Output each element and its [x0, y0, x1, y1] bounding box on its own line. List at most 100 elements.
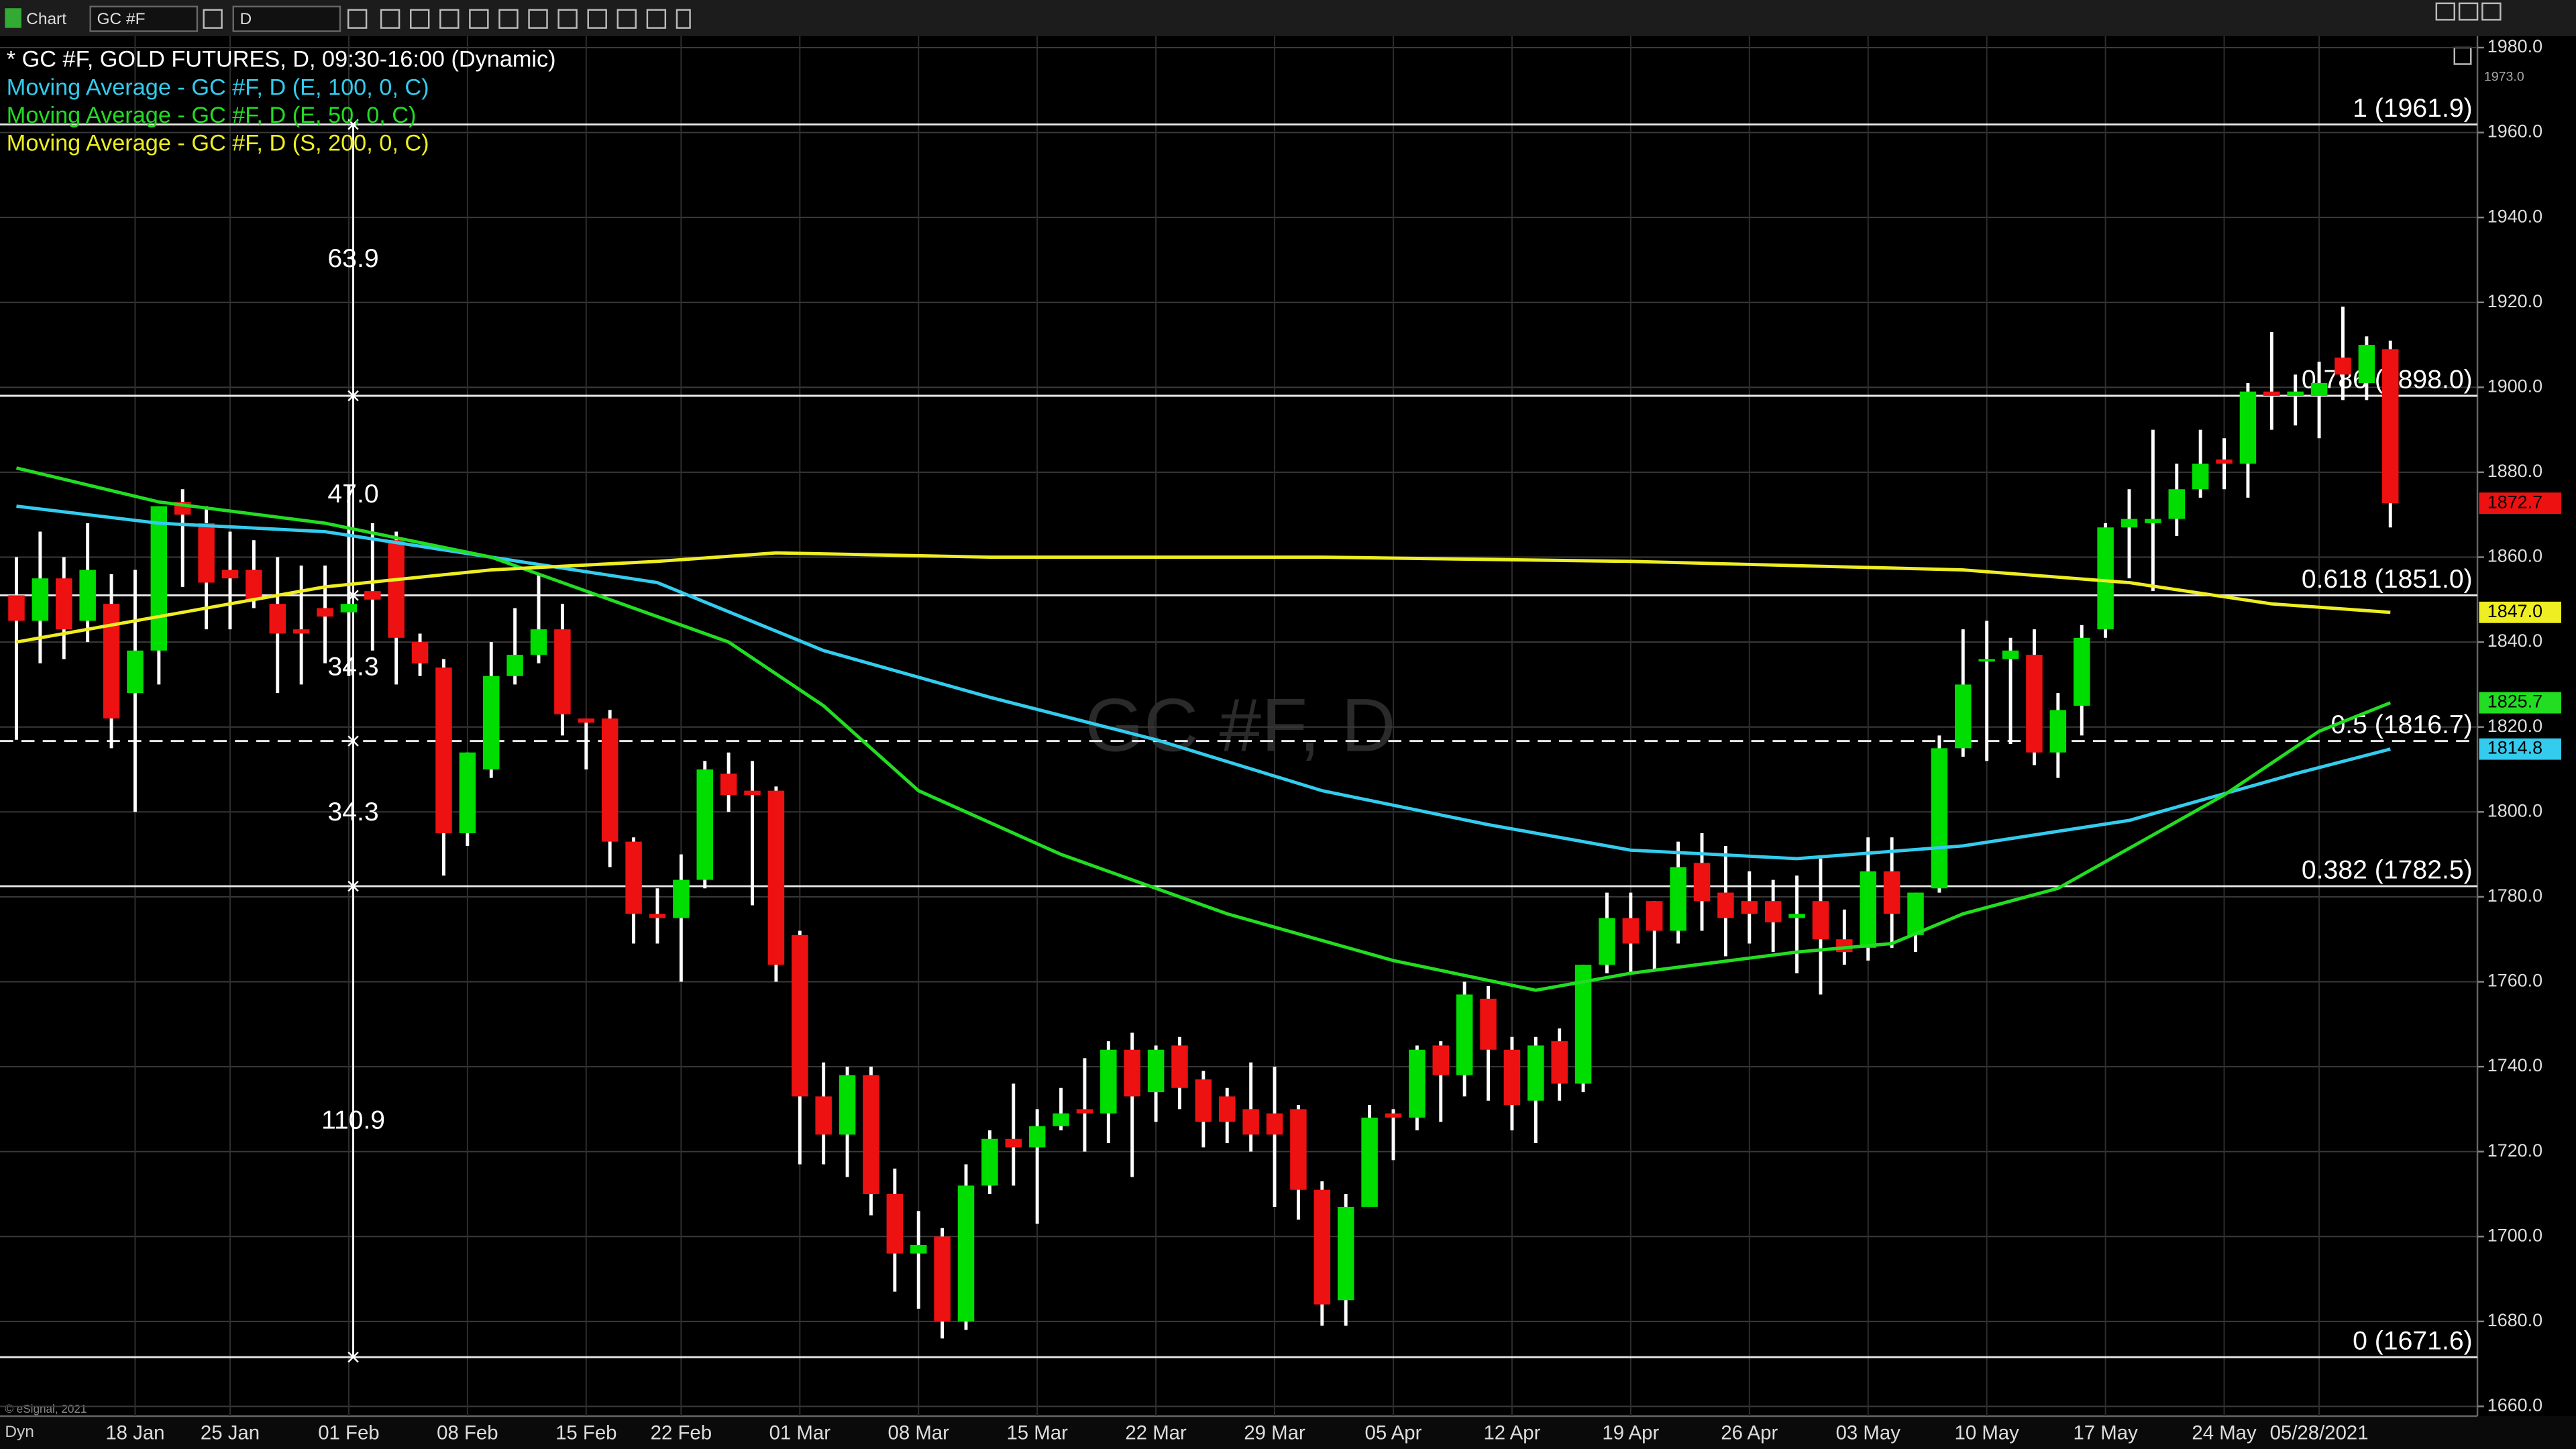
y-tick-label: 1840.0 — [2487, 631, 2542, 651]
tool-icon[interactable] — [498, 9, 519, 29]
candle-body — [127, 650, 144, 694]
candle-body — [2310, 383, 2328, 396]
candle-body — [1551, 1041, 1568, 1084]
x-tick-label: 05 Apr — [1365, 1422, 1422, 1444]
window-button[interactable] — [2458, 2, 2479, 21]
candle-body — [1883, 871, 1900, 914]
candle-body — [2026, 655, 2043, 753]
ruler-label: 47.0 — [327, 480, 378, 508]
candle-body — [2287, 391, 2304, 396]
tool-icon[interactable] — [347, 9, 368, 29]
ruler-tick — [347, 735, 359, 747]
x-tick-label: 19 Apr — [1602, 1422, 1659, 1444]
candle-body — [1717, 892, 1734, 918]
candle-body — [2145, 519, 2161, 523]
interval-box[interactable] — [232, 5, 341, 32]
candle-body — [863, 1075, 879, 1194]
ruler-label: 34.3 — [327, 652, 378, 681]
candle-body — [2192, 464, 2209, 490]
x-tick-label: 25 Jan — [201, 1422, 260, 1444]
tool-icon[interactable] — [557, 9, 578, 29]
candle-body — [1931, 748, 1948, 889]
x-tick-label: 03 May — [1836, 1422, 1901, 1444]
candle-body — [1219, 1096, 1236, 1122]
candle-body — [32, 578, 49, 621]
candle-body — [8, 595, 25, 621]
candle-body — [221, 570, 239, 579]
candle-body — [1456, 994, 1473, 1075]
candle-body — [1955, 684, 1972, 749]
window-button[interactable] — [2435, 2, 2455, 21]
candle-body — [1480, 998, 1497, 1050]
ma-price-marker-label: 1814.8 — [2487, 738, 2542, 758]
x-tick-label: 08 Feb — [437, 1422, 498, 1444]
tool-icon[interactable] — [528, 9, 548, 29]
ma-price-marker-label: 1825.7 — [2487, 692, 2542, 712]
ruler-tick — [347, 880, 359, 892]
interval-input[interactable]: D — [240, 10, 252, 28]
candle-body — [1100, 1049, 1117, 1114]
candle-body — [364, 591, 381, 600]
tool-icon[interactable] — [676, 9, 691, 29]
symbol-box[interactable] — [89, 5, 199, 32]
chart-title: * GC #F, GOLD FUTURES, D, 09:30-16:00 (D… — [7, 47, 556, 72]
candle-body — [1313, 1189, 1331, 1305]
candle-body — [1290, 1109, 1307, 1190]
y-tick-label: 1960.0 — [2487, 121, 2542, 142]
tool-icon[interactable] — [203, 9, 223, 29]
candle-body — [2002, 650, 2019, 659]
y-tick-label: 1900.0 — [2487, 376, 2542, 396]
candle-body — [1171, 1045, 1188, 1088]
watermark: GC #F, D — [1085, 683, 1395, 767]
candle-body — [1124, 1049, 1140, 1097]
candle-body — [530, 629, 547, 655]
candle-body — [198, 523, 215, 583]
candle-body — [696, 769, 713, 880]
candle-body — [292, 629, 310, 634]
y-tick-label: 1800.0 — [2487, 800, 2542, 820]
candle-body — [79, 570, 96, 621]
tool-icon[interactable] — [587, 9, 607, 29]
candle-body — [2358, 345, 2375, 384]
tool-icon[interactable] — [646, 9, 667, 29]
candle-body — [2049, 710, 2067, 753]
candle-body — [1361, 1118, 1378, 1207]
ruler-tick — [347, 119, 359, 130]
ma-price-marker — [2479, 601, 2561, 623]
candle-body — [1599, 918, 1615, 965]
candle-body — [150, 506, 168, 651]
candle-body — [1266, 1113, 1283, 1135]
candle-body — [792, 934, 808, 1097]
candle-body — [435, 667, 452, 833]
tool-icon[interactable] — [469, 9, 489, 29]
tool-icon[interactable] — [616, 9, 637, 29]
ma-price-marker-label: 1847.0 — [2487, 601, 2542, 621]
tool-icon[interactable] — [439, 9, 460, 29]
x-tick-label: 18 Jan — [105, 1422, 164, 1444]
last-price-marker-label: 1872.7 — [2487, 492, 2542, 512]
y-tick-label: 1680.0 — [2487, 1310, 2542, 1330]
candle-body — [839, 1075, 856, 1135]
tool-icon[interactable] — [380, 9, 400, 29]
candle-body — [1028, 1126, 1046, 1148]
candle-body — [767, 790, 785, 965]
candle-body — [649, 914, 666, 918]
candle-body — [1409, 1049, 1426, 1118]
tool-icon[interactable] — [410, 9, 430, 29]
symbol-input[interactable]: GC #F — [97, 10, 145, 28]
candle-body — [2073, 637, 2090, 706]
x-tick-label: 22 Mar — [1125, 1422, 1187, 1444]
x-tick-label: 01 Mar — [769, 1422, 831, 1444]
last-price-marker — [2479, 492, 2561, 515]
candle-body — [2239, 391, 2257, 464]
candle-body — [1053, 1113, 1069, 1126]
candle-body — [1076, 1109, 1093, 1114]
candle-body — [601, 718, 619, 842]
y-tick-label: 1780.0 — [2487, 885, 2542, 906]
candle-body — [981, 1138, 998, 1186]
tool-icons[interactable] — [203, 2, 2502, 65]
window-button[interactable] — [2481, 2, 2502, 21]
ma-line — [16, 504, 2391, 861]
y-tick-label: 1760.0 — [2487, 971, 2542, 991]
